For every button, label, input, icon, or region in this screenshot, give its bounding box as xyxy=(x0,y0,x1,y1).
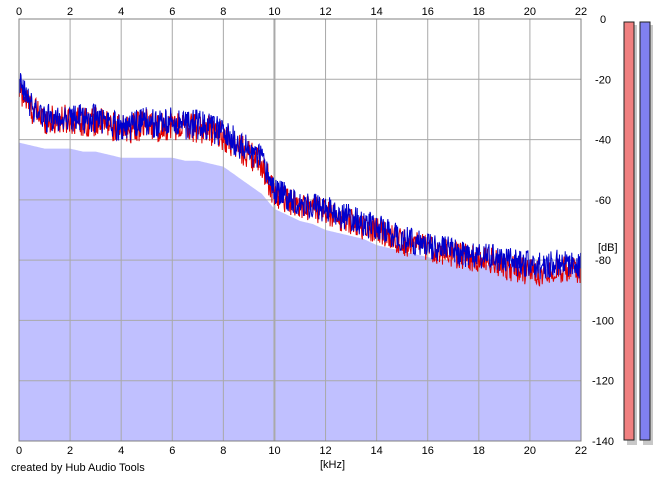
x-tick-label-bottom: 10 xyxy=(268,445,280,457)
x-tick-label-top: 12 xyxy=(319,6,331,18)
y-tick-label: -40 xyxy=(595,135,611,147)
y-tick-label: 0 xyxy=(600,14,606,26)
x-tick-label-bottom: 0 xyxy=(16,445,22,457)
x-tick-label-top: 22 xyxy=(575,6,587,18)
series-layer xyxy=(18,73,582,287)
spectrum-fill xyxy=(19,142,581,441)
x-tick-label-bottom: 4 xyxy=(118,445,124,457)
credit-text: created by Hub Audio Tools xyxy=(11,462,145,474)
x-tick-label-top: 2 xyxy=(67,6,73,18)
y-tick-label: -80 xyxy=(595,255,611,267)
x-tick-label-bottom: 20 xyxy=(524,445,536,457)
plot-border xyxy=(18,18,582,442)
x-tick-label-bottom: 16 xyxy=(422,445,434,457)
x-tick-label-top: 18 xyxy=(473,6,485,18)
spectrum-line-right xyxy=(18,73,582,280)
x-axis-label: [kHz] xyxy=(320,459,345,471)
x-tick-label-top: 14 xyxy=(371,6,383,18)
x-tick-label-bottom: 12 xyxy=(319,445,331,457)
x-tick-label-bottom: 6 xyxy=(169,445,175,457)
y-axis-label: [dB] xyxy=(598,242,618,254)
y-tick-label: -120 xyxy=(592,376,614,388)
level-meters xyxy=(623,21,653,445)
y-tick-label: -20 xyxy=(595,74,611,86)
x-tick-label-top: 8 xyxy=(220,6,226,18)
x-tick-label-top: 0 xyxy=(16,6,22,18)
x-tick-label-top: 4 xyxy=(118,6,124,18)
x-tick-label-top: 20 xyxy=(524,6,536,18)
x-tick-label-top: 16 xyxy=(422,6,434,18)
x-tick-label-bottom: 18 xyxy=(473,445,485,457)
y-tick-label: -60 xyxy=(595,195,611,207)
level-meter-left xyxy=(623,21,635,441)
x-tick-label-bottom: 22 xyxy=(575,445,587,457)
y-tick-label: -100 xyxy=(592,315,614,327)
spectrum-fill-area xyxy=(19,142,581,441)
x-axis-bottom-ticks: 0 2 4 6 8 10 12 14 16 18 20 22 xyxy=(16,445,587,457)
level-meter-right xyxy=(639,21,651,441)
x-tick-label-bottom: 14 xyxy=(371,445,383,457)
plot-frame xyxy=(18,18,582,442)
x-tick-label-bottom: 2 xyxy=(67,445,73,457)
y-axis-ticks: 0 -20 -40 -60 -80 -100 -120 -140 xyxy=(592,14,614,448)
x-tick-label-bottom: 8 xyxy=(220,445,226,457)
y-tick-label: -140 xyxy=(592,436,614,448)
x-tick-label-top: 6 xyxy=(169,6,175,18)
x-tick-label-top: 10 xyxy=(268,6,280,18)
x-axis-top-ticks: 0 2 4 6 8 10 12 14 16 18 20 22 xyxy=(16,6,587,18)
